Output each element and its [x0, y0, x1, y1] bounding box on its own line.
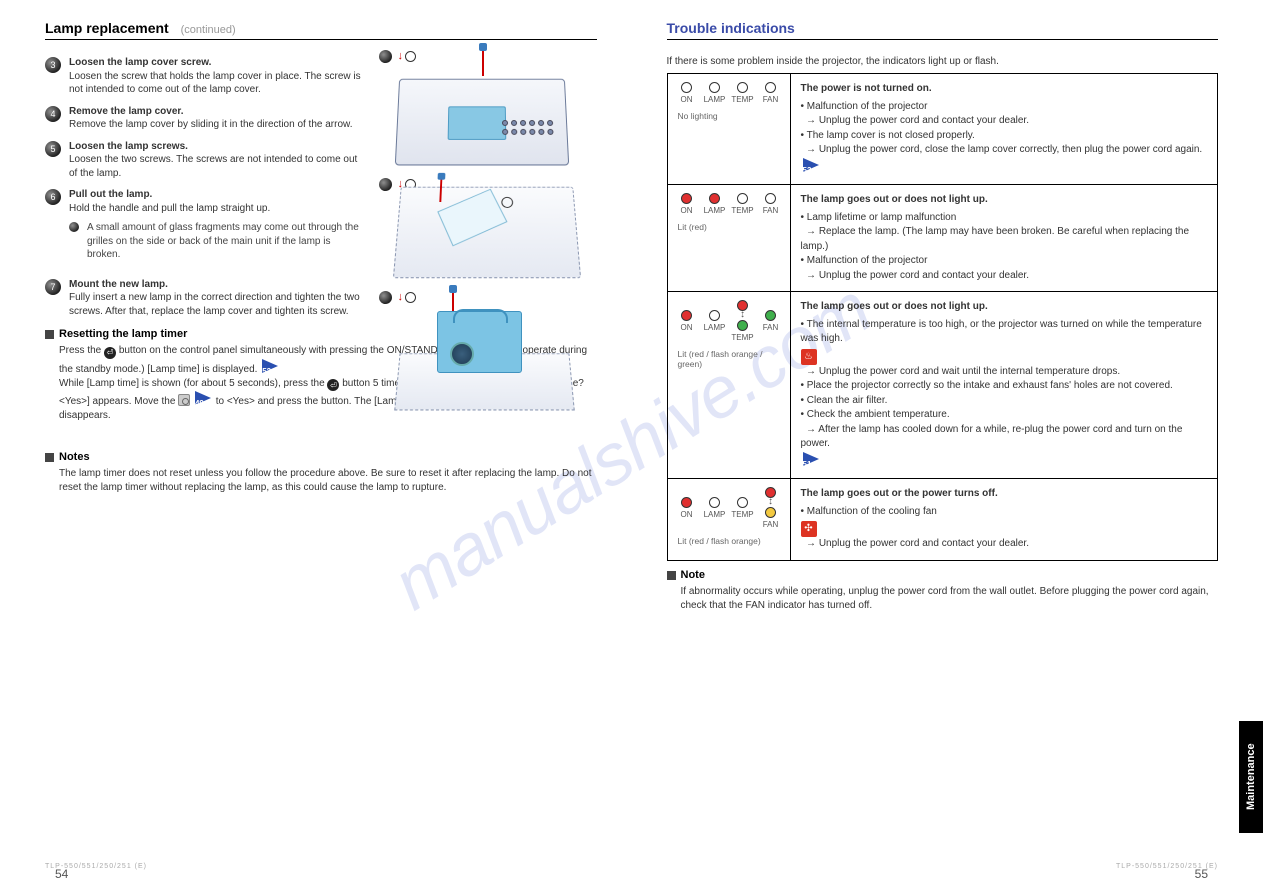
led-on: ON	[678, 497, 696, 520]
step-7-num: 7	[45, 279, 61, 295]
side-tab: Maintenance	[1239, 721, 1263, 833]
left-subtitle: (continued)	[181, 24, 236, 36]
instructions: 3 Loosen the lamp cover screw. Loosen th…	[45, 56, 365, 318]
step-6: 6 Pull out the lamp. Hold the handle and…	[45, 188, 365, 270]
arrow-ref-53: 53	[803, 158, 819, 172]
step-6-notebullet	[69, 222, 79, 232]
step-6-body: Hold the handle and pull the lamp straig…	[69, 203, 270, 214]
square-icon-2	[45, 453, 54, 462]
led-lamp: LAMP	[706, 497, 724, 520]
illus-6: ↓	[397, 296, 592, 411]
led-on: ON	[678, 310, 696, 333]
notes-title: Notes	[59, 451, 90, 463]
right-note-body: If abnormality occurs while operating, u…	[667, 585, 1219, 613]
illus-3-num	[379, 50, 392, 63]
led-on: ON	[678, 82, 696, 105]
illus-6-num	[379, 291, 392, 304]
step-3-body: Loosen the screw that holds the lamp cov…	[69, 71, 361, 96]
arrow-ref-52: 52	[262, 359, 278, 373]
step-7: 7 Mount the new lamp. Fully insert a new…	[45, 278, 365, 319]
lamp-cover-icon	[392, 187, 580, 278]
enter-icon: ⏎	[104, 347, 116, 359]
table-row: ONLAMPTEMPFANNo lightingThe power is not…	[667, 74, 1218, 185]
navi-icon	[178, 394, 190, 406]
right-intro: If there is some problem inside the proj…	[667, 56, 1219, 67]
step-4-head: Remove the lamp cover.	[69, 106, 184, 117]
step-6-num: 6	[45, 189, 61, 205]
right-note-section: Note If abnormality occurs while operati…	[667, 569, 1219, 613]
foot-left: TLP-550/551/250/251 (E)	[45, 863, 147, 870]
step-5-head: Loosen the lamp screws.	[69, 141, 188, 152]
illus-5: ↓	[397, 183, 592, 278]
led-fan: ↕FAN	[762, 487, 780, 530]
square-icon-3	[667, 571, 676, 580]
notes-section: Notes The lamp timer does not reset unle…	[45, 451, 597, 495]
projector-top-icon	[397, 55, 577, 165]
step-4-num: 4	[45, 106, 61, 122]
foot-right: TLP-550/551/250/251 (E)	[1116, 863, 1218, 870]
table-row: ONLAMPTEMPFANLit (red)The lamp goes out …	[667, 185, 1218, 292]
led-fan: FAN	[762, 193, 780, 216]
led-lamp: LAMP	[706, 193, 724, 216]
reset-title: Resetting the lamp timer	[59, 328, 187, 340]
illustrations: ↓ ↓	[397, 55, 592, 429]
step-3-head: Loosen the lamp cover screw.	[69, 57, 211, 68]
right-note-title: Note	[681, 569, 705, 581]
step-7-head: Mount the new lamp.	[69, 279, 168, 290]
step-5-body: Loosen the two screws. The screws are no…	[69, 154, 357, 179]
enter-icon-2: ⏎	[327, 379, 339, 391]
arrow-ref-51: 51	[803, 452, 819, 466]
step-5: 5 Loosen the lamp screws. Loosen the two…	[45, 140, 365, 181]
step-4: 4 Remove the lamp cover. Remove the lamp…	[45, 105, 365, 132]
illus-3: ↓	[397, 55, 592, 165]
step-3-num: 3	[45, 57, 61, 73]
indicator-cell: ONLAMPTEMPFANLit (red)	[667, 185, 790, 292]
step-6-note: A small amount of glass fragments may co…	[87, 221, 365, 262]
indicator-cell: ONLAMPTEMP↕FANLit (red / flash orange)	[667, 479, 790, 561]
led-temp: TEMP	[734, 193, 752, 216]
step-3: 3 Loosen the lamp cover screw. Loosen th…	[45, 56, 365, 97]
indicator-cell: ONLAMPTEMPFANNo lighting	[667, 74, 790, 185]
square-icon	[45, 330, 54, 339]
problem-cell: The lamp goes out or does not light up.•…	[790, 292, 1218, 479]
problem-cell: The lamp goes out or the power turns off…	[790, 479, 1218, 561]
led-temp: TEMP	[734, 497, 752, 520]
indicator-cell: ONLAMP↕TEMPFANLit (red / flash orange / …	[667, 292, 790, 479]
led-temp: TEMP	[734, 82, 752, 105]
led-lamp: LAMP	[706, 82, 724, 105]
step-7-body: Fully insert a new lamp in the correct d…	[69, 292, 360, 317]
step-4-body: Remove the lamp cover by sliding it in t…	[69, 119, 352, 130]
led-on: ON	[678, 193, 696, 216]
table-row: ONLAMPTEMP↕FANLit (red / flash orange)Th…	[667, 479, 1218, 561]
step-5-num: 5	[45, 141, 61, 157]
table-row: ONLAMP↕TEMPFANLit (red / flash orange / …	[667, 292, 1218, 479]
problem-cell: The lamp goes out or does not light up.•…	[790, 185, 1218, 292]
led-fan: FAN	[762, 82, 780, 105]
led-temp: ↕TEMP	[734, 300, 752, 343]
problem-cell: The power is not turned on.• Malfunction…	[790, 74, 1218, 185]
left-page: Lamp replacement (continued) 3 Loosen th…	[0, 0, 632, 893]
led-fan: FAN	[762, 310, 780, 333]
right-title: Trouble indications	[667, 20, 1219, 40]
heat-icon: ♨	[801, 349, 817, 365]
lamp-module-icon	[397, 296, 577, 411]
trouble-table: ONLAMPTEMPFANNo lightingThe power is not…	[667, 73, 1219, 561]
fan-icon: ✣	[801, 521, 817, 537]
led-lamp: LAMP	[706, 310, 724, 333]
left-title-text: Lamp replacement	[45, 20, 169, 36]
notes-body: The lamp timer does not reset unless you…	[45, 467, 597, 495]
step-6-head: Pull out the lamp.	[69, 189, 152, 200]
left-title: Lamp replacement (continued)	[45, 20, 597, 40]
arrow-ref-49: 49	[195, 391, 211, 405]
right-page: Trouble indications If there is some pro…	[632, 0, 1263, 893]
illus-5-num	[379, 178, 392, 191]
